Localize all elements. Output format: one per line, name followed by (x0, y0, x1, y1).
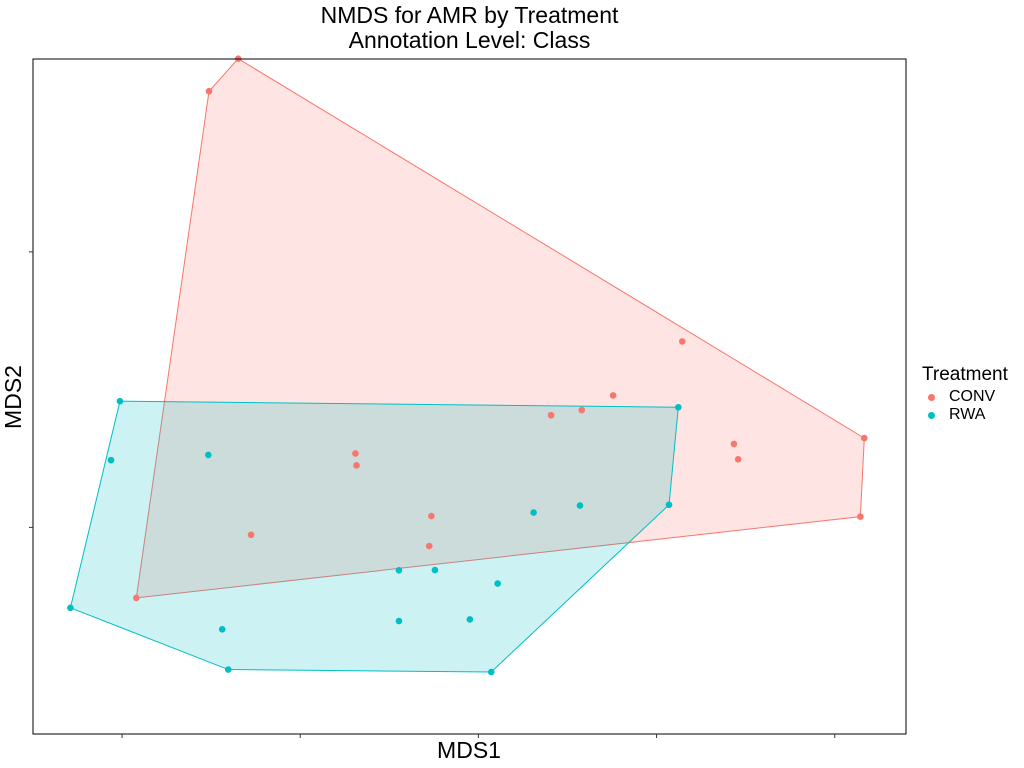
point-rwa-13 (395, 617, 403, 625)
y-axis-label: MDS2 (0, 365, 26, 429)
point-conv-7 (734, 456, 742, 463)
chart-title: NMDS for AMR by Treatment (320, 2, 619, 28)
point-rwa-15 (218, 626, 226, 633)
hull-rwa (69, 400, 679, 673)
legend-key-rwa (922, 406, 940, 424)
point-conv-0 (205, 87, 213, 95)
point-conv-5 (857, 513, 864, 520)
legend-item-conv: CONV (922, 388, 1008, 406)
point-conv-12 (428, 512, 435, 520)
point-rwa-0 (116, 397, 124, 405)
x-axis-label: MDS1 (437, 737, 501, 763)
point-conv-2 (678, 338, 686, 345)
legend: Treatment CONV RWA (922, 364, 1008, 424)
point-conv-9 (547, 411, 555, 419)
legend-label-conv: CONV (949, 388, 996, 405)
point-conv-13 (425, 542, 433, 550)
hull-conv (135, 58, 865, 599)
axis-ticks (29, 251, 836, 738)
point-rwa-2 (665, 501, 673, 509)
point-rwa-12 (494, 580, 501, 587)
point-rwa-6 (107, 456, 115, 464)
point-conv-11 (353, 462, 360, 469)
point-conv-4 (861, 434, 868, 442)
point-rwa-9 (576, 502, 584, 509)
legend-label-rwa: RWA (949, 406, 986, 423)
point-rwa-4 (224, 666, 232, 673)
point-conv-10 (352, 450, 359, 457)
point-layer (67, 55, 868, 676)
point-conv-14 (247, 531, 255, 539)
chart-subtitle: Annotation Level: Class (348, 27, 591, 53)
point-rwa-8 (530, 509, 537, 516)
point-rwa-5 (67, 604, 74, 612)
point-rwa-7 (205, 451, 212, 459)
point-conv-15 (133, 594, 140, 602)
plot-panel-border (32, 58, 907, 735)
legend-key-conv (922, 388, 940, 406)
point-rwa-3 (487, 668, 495, 676)
point-conv-3 (609, 392, 617, 399)
point-conv-8 (578, 406, 586, 414)
hull-layer (69, 58, 865, 673)
legend-item-rwa: RWA (922, 406, 1008, 424)
point-rwa-14 (466, 616, 474, 623)
point-rwa-10 (395, 567, 403, 574)
point-rwa-1 (675, 403, 682, 411)
point-conv-6 (730, 440, 738, 448)
legend-title: Treatment (922, 364, 1008, 385)
point-rwa-11 (431, 566, 439, 574)
